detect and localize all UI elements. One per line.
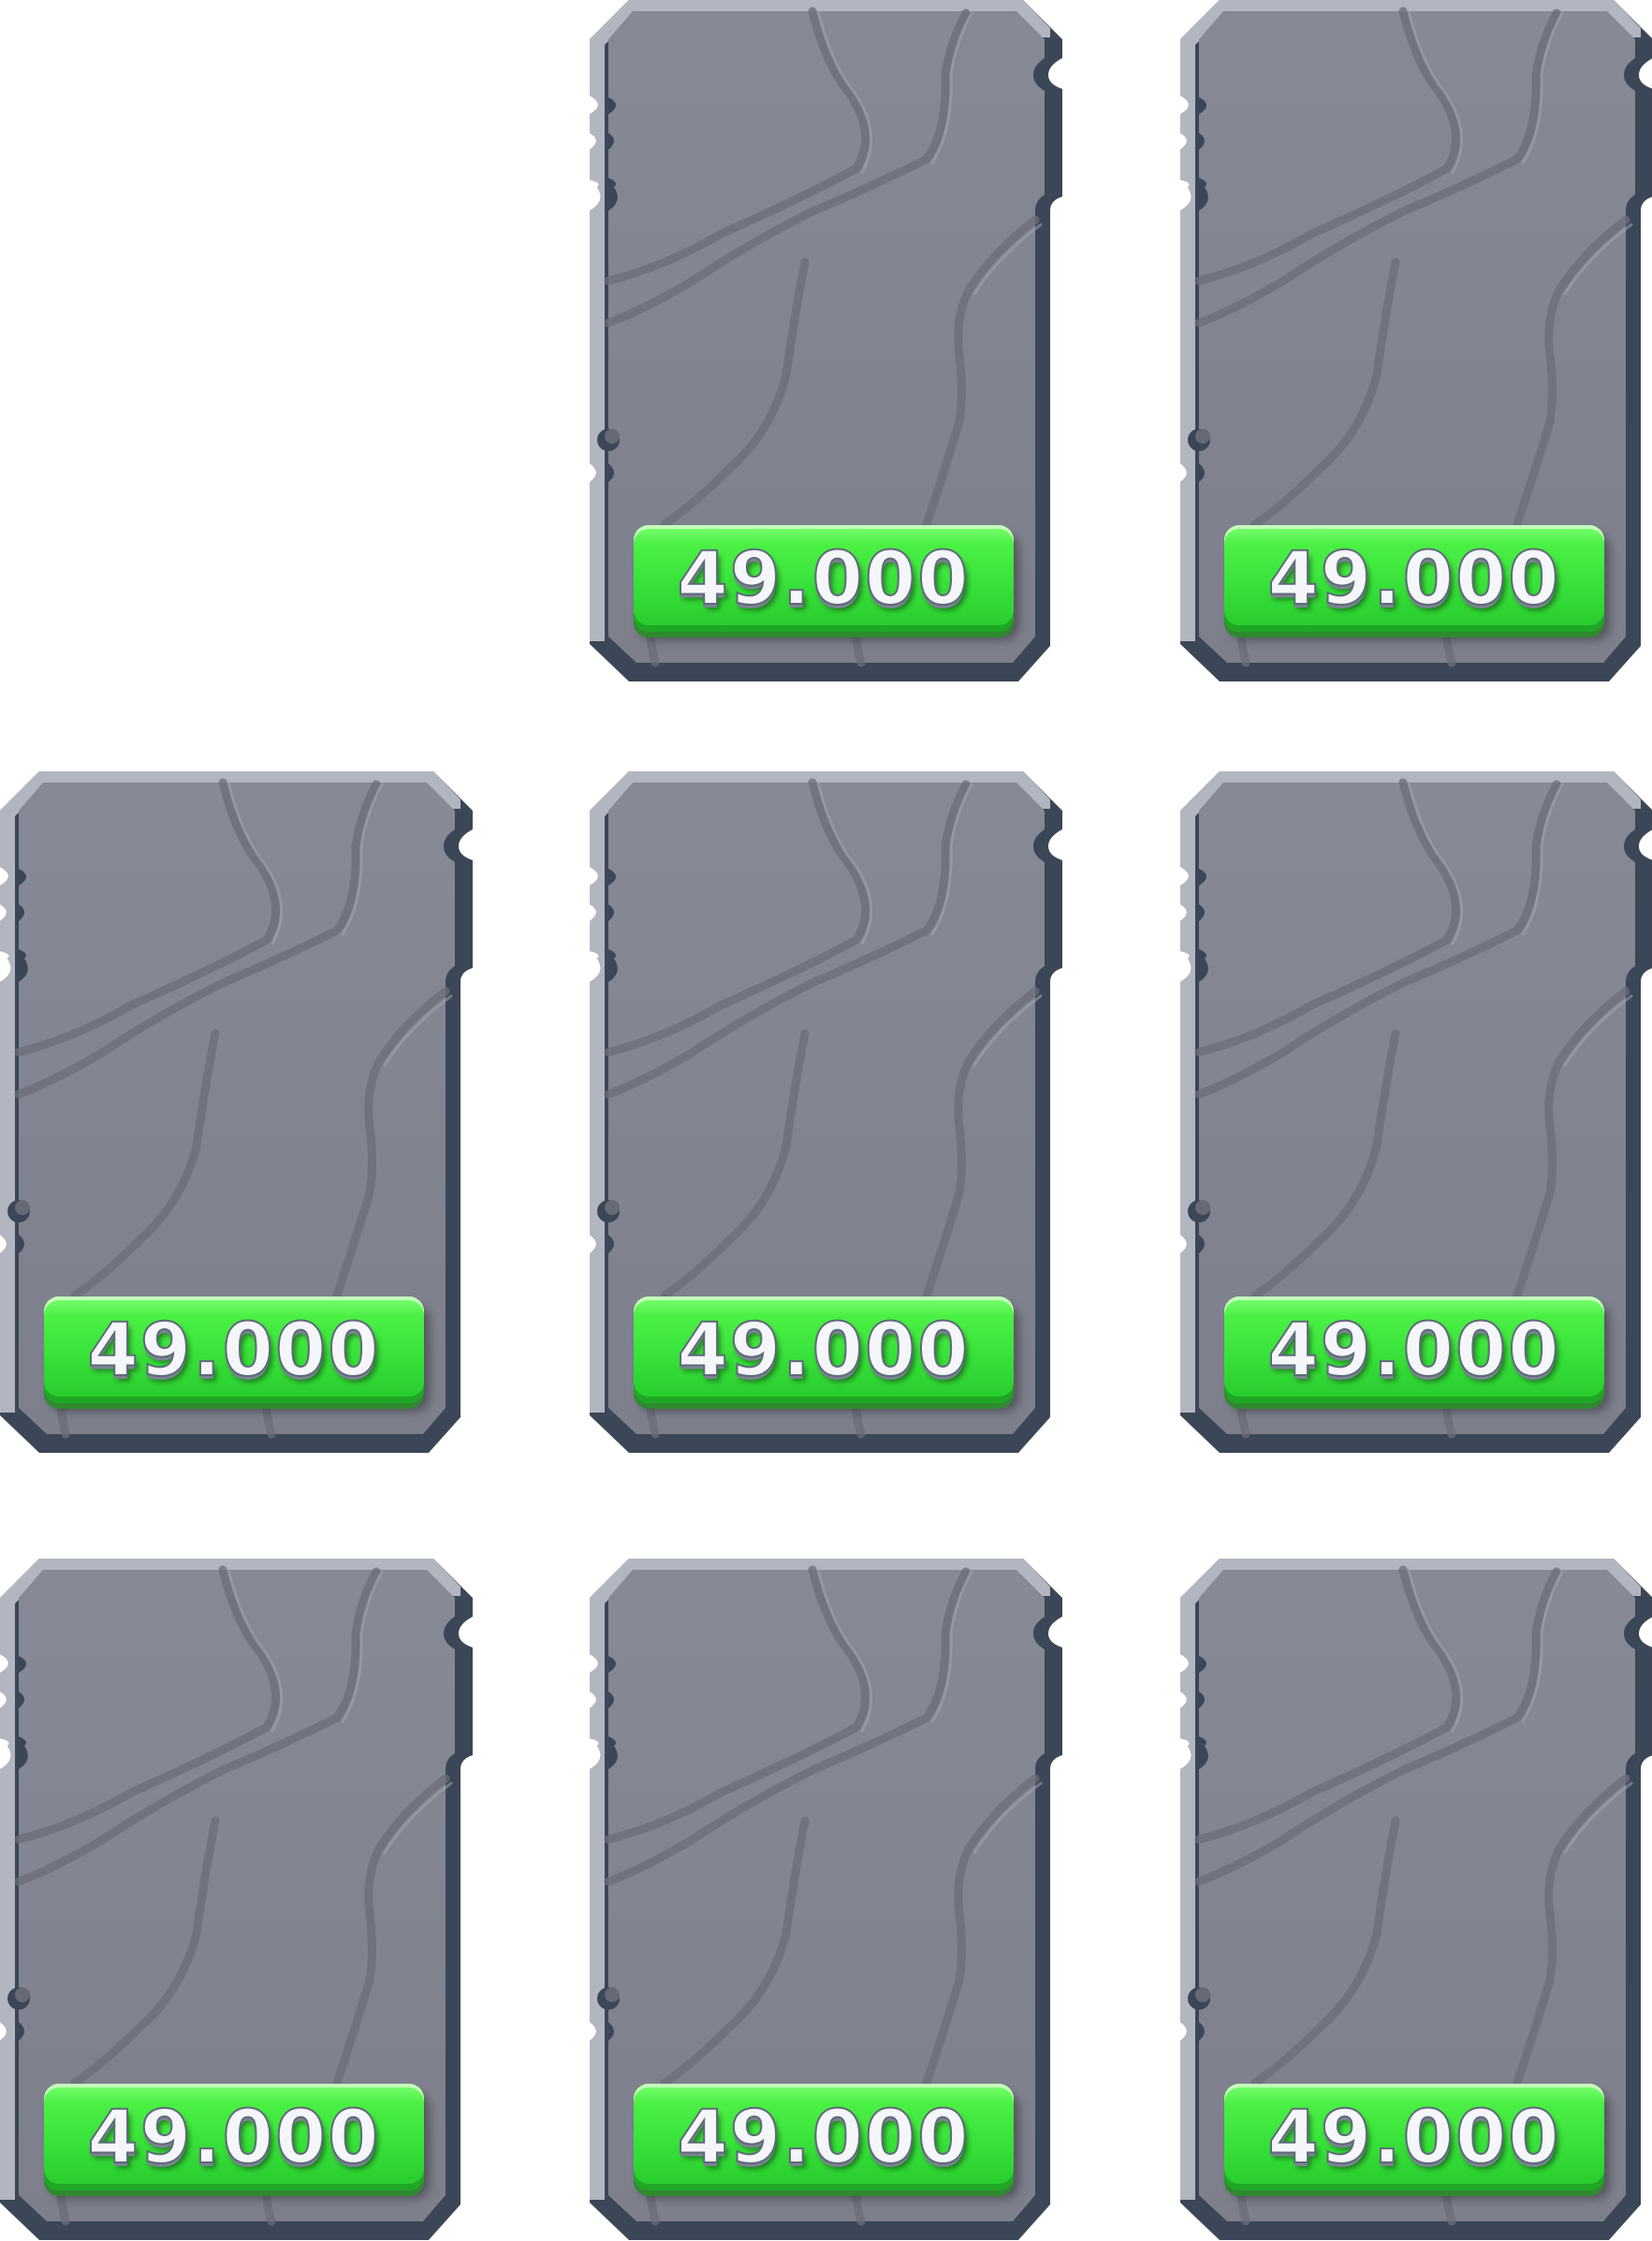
price-label: 49.000 [677, 537, 971, 622]
price-label: 49.000 [677, 1309, 971, 1393]
price-label: 49.000 [1267, 537, 1561, 622]
shop-card[interactable]: 49.000 [590, 0, 1062, 681]
shop-card[interactable]: 49.000 [590, 1559, 1062, 2240]
price-button[interactable]: 49.000 [634, 1296, 1014, 1403]
price-button[interactable]: 49.000 [44, 2084, 424, 2190]
shop-card[interactable]: 49.000 [1180, 0, 1652, 681]
price-button[interactable]: 49.000 [634, 2084, 1014, 2190]
price-button[interactable]: 49.000 [44, 1296, 424, 1403]
shop-card[interactable]: 49.000 [0, 771, 473, 1453]
price-label: 49.000 [1267, 1309, 1561, 1393]
price-button[interactable]: 49.000 [634, 525, 1014, 632]
price-button[interactable]: 49.000 [1224, 525, 1604, 632]
price-label: 49.000 [677, 2096, 971, 2180]
shop-card[interactable]: 49.000 [0, 1559, 473, 2240]
shop-card[interactable]: 49.000 [590, 771, 1062, 1453]
shop-card[interactable]: 49.000 [1180, 771, 1652, 1453]
price-label: 49.000 [87, 2096, 381, 2180]
price-label: 49.000 [1267, 2096, 1561, 2180]
price-button[interactable]: 49.000 [1224, 1296, 1604, 1403]
shop-card[interactable]: 49.000 [1180, 1559, 1652, 2240]
price-label: 49.000 [87, 1309, 381, 1393]
price-button[interactable]: 49.000 [1224, 2084, 1604, 2190]
